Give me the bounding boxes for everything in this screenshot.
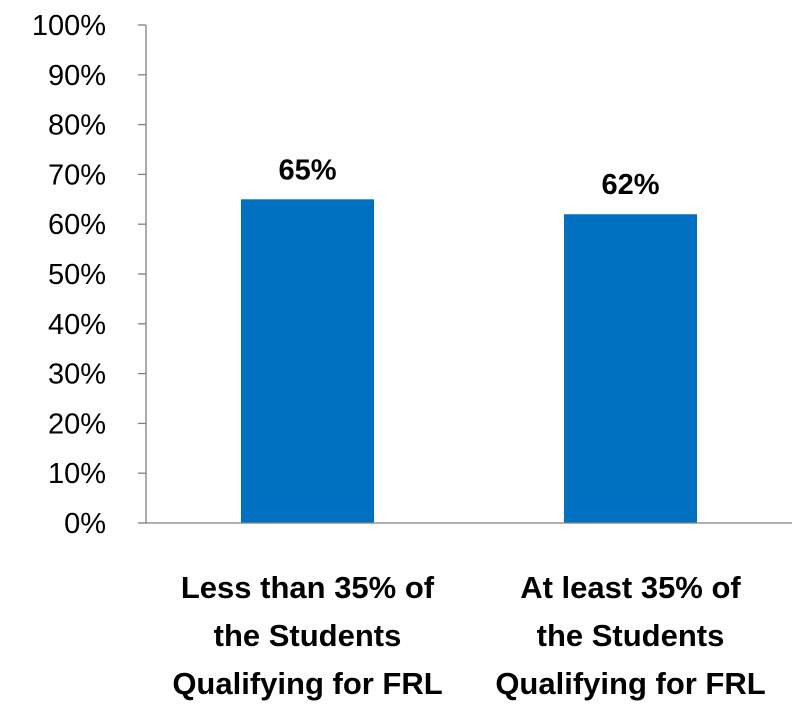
y-tick-label: 10% xyxy=(48,458,106,490)
y-tick-label: 40% xyxy=(48,309,106,341)
y-tick-label: 80% xyxy=(48,110,106,142)
data-label: 62% xyxy=(601,169,659,201)
bars xyxy=(241,199,697,524)
y-tick-label: 70% xyxy=(48,159,106,191)
data-labels: 65% 62% xyxy=(278,154,659,201)
y-tick-label: 30% xyxy=(48,359,106,391)
x-category-label: Qualifying for FRL xyxy=(172,666,442,701)
bar xyxy=(564,214,697,524)
x-category-label: At least 35% of xyxy=(520,570,741,605)
y-tick-label: 50% xyxy=(48,259,106,291)
y-tick-label: 0% xyxy=(64,508,106,540)
bar xyxy=(241,199,374,524)
y-tick-label: 100% xyxy=(32,10,106,42)
data-label: 65% xyxy=(278,154,336,186)
x-category-label: Qualifying for FRL xyxy=(495,666,765,701)
y-tick-label: 90% xyxy=(48,60,106,92)
x-category-label: the Students xyxy=(214,618,402,653)
y-tick-label: 60% xyxy=(48,209,106,241)
x-category-label: Less than 35% of xyxy=(181,570,435,605)
x-category-label: the Students xyxy=(537,618,725,653)
y-axis: 0% 10% 20% 30% 40% 50% 60% 70% 80% 90% 100% xyxy=(32,10,147,540)
category-labels: Less than 35% of the Students Qualifying f… xyxy=(172,570,765,701)
y-tick-label: 20% xyxy=(48,408,106,440)
